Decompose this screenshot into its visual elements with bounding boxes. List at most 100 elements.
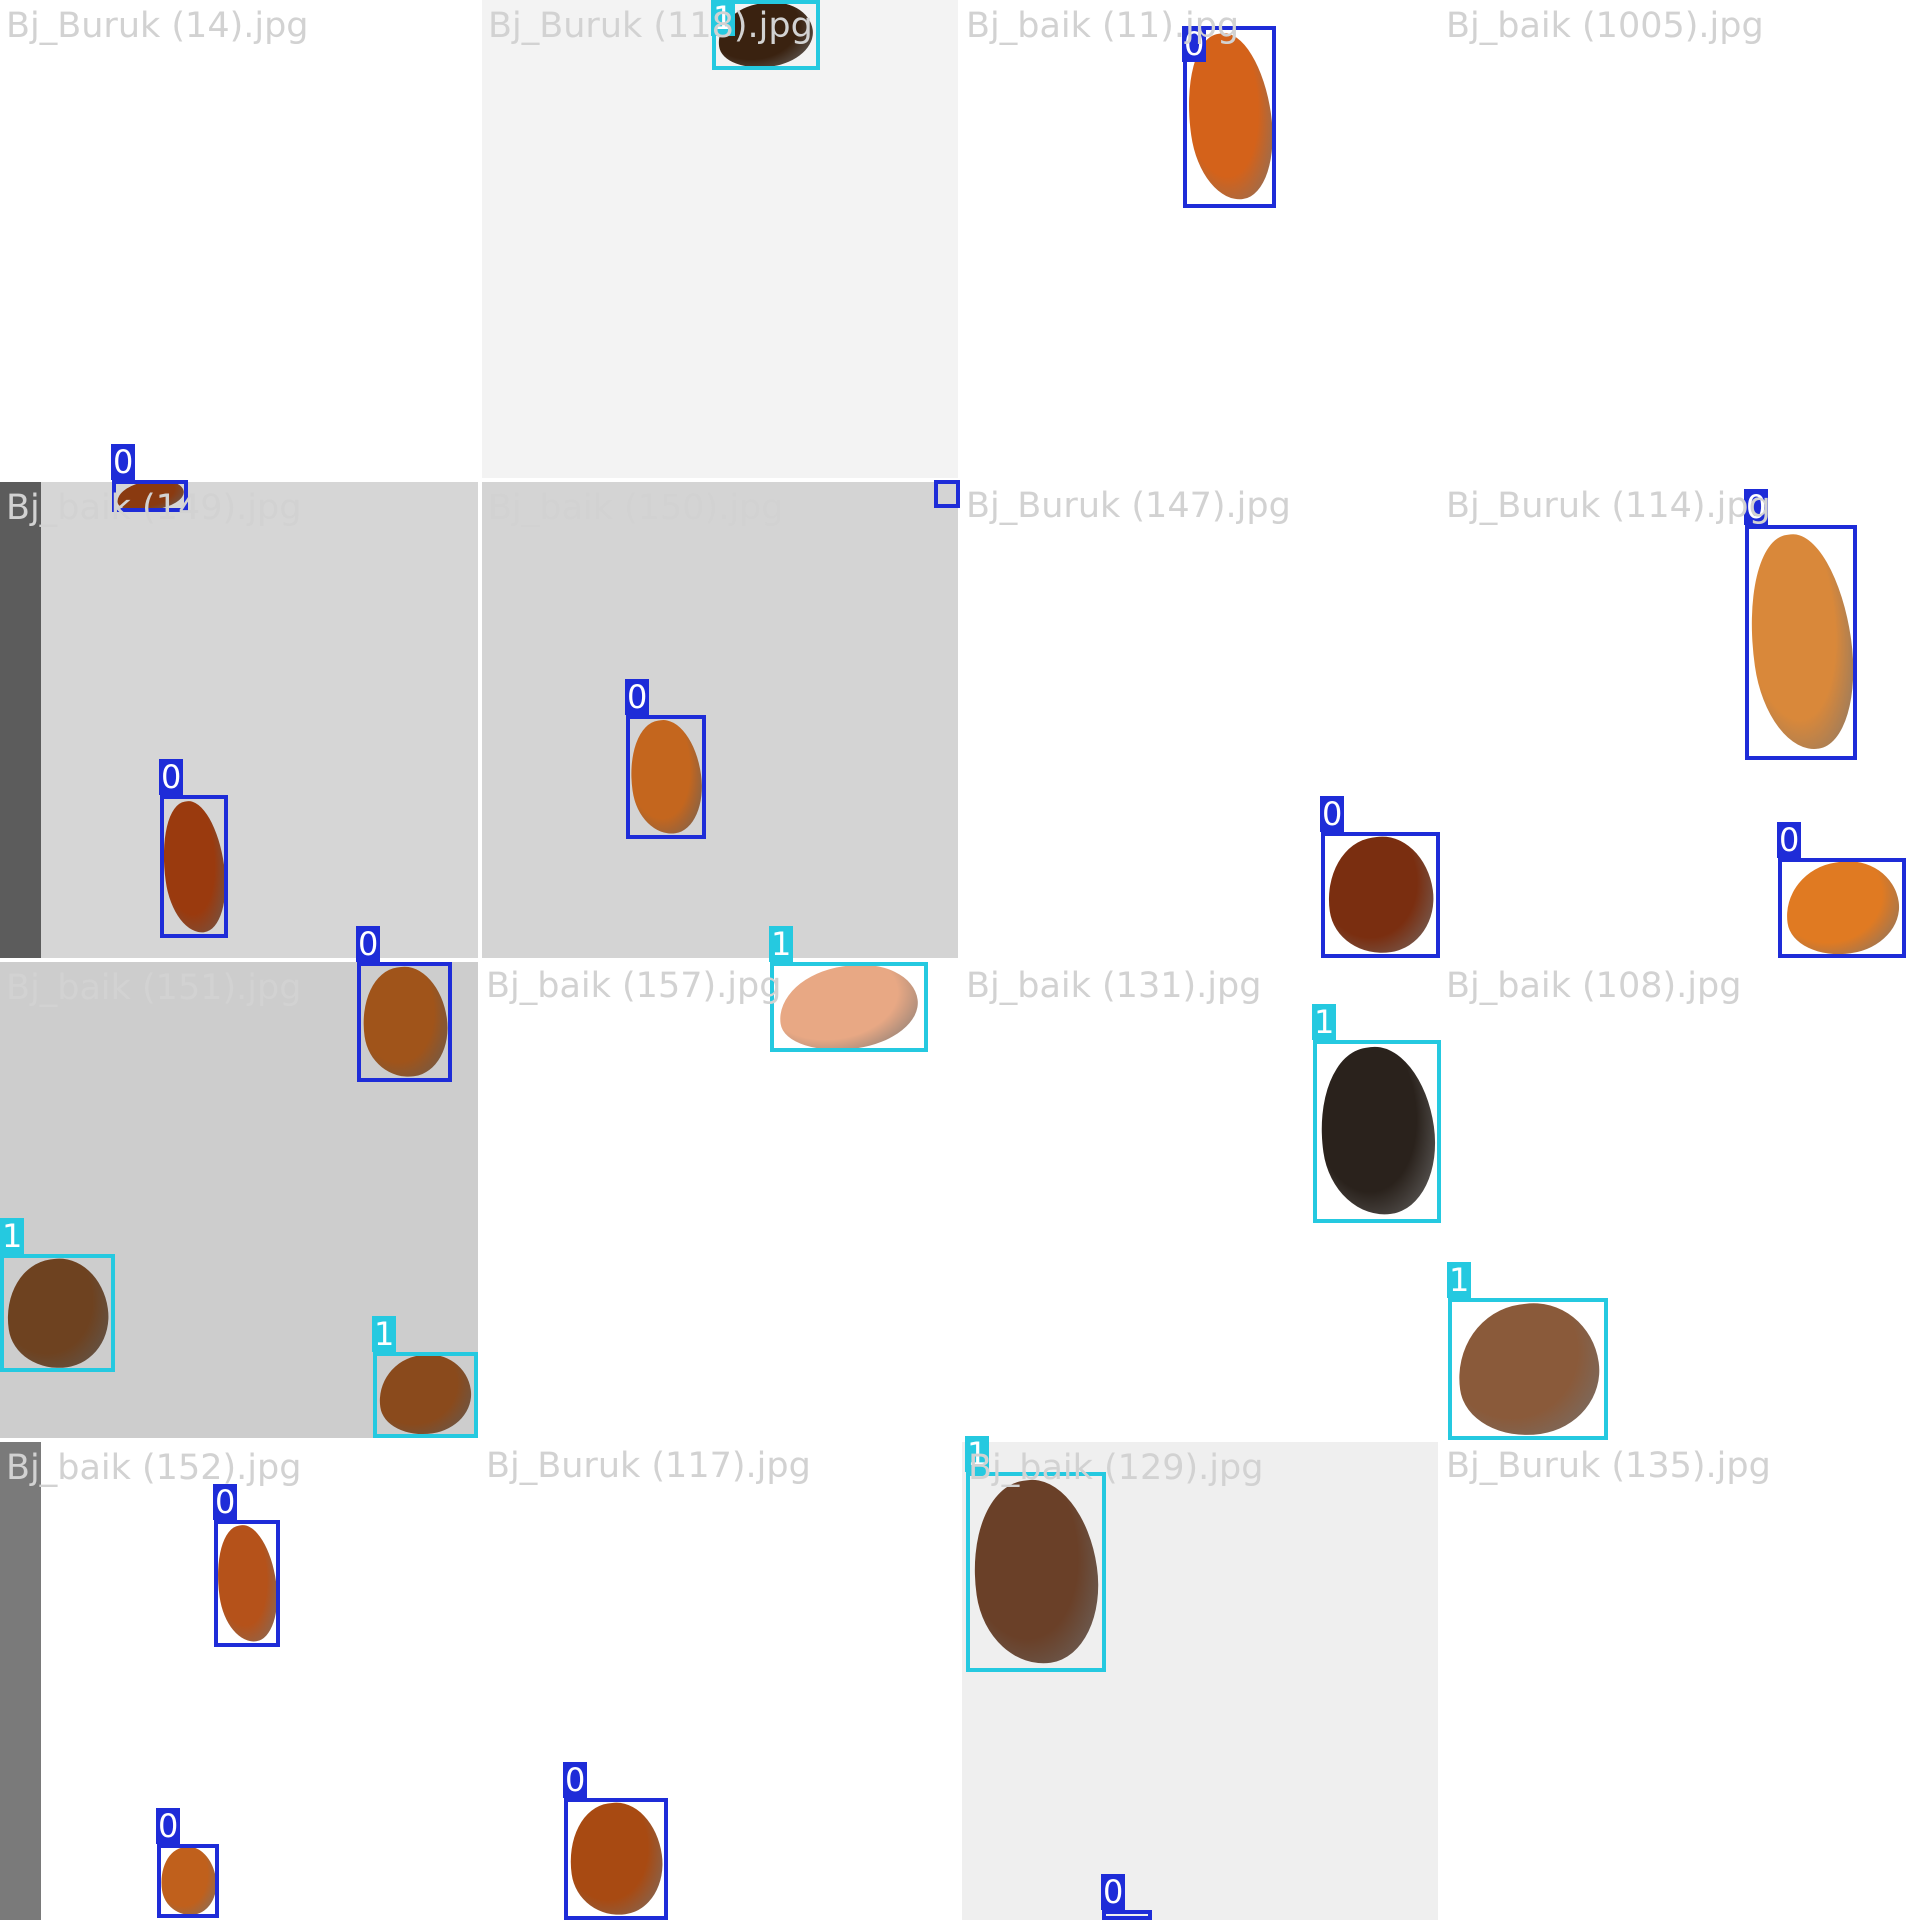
tile: Bj_baik (1005).jpg	[1440, 0, 1920, 480]
tile-filename: Bj_Buruk (14).jpg	[6, 6, 309, 46]
tile: Bj_Buruk (114).jpg 0 0	[1440, 480, 1920, 962]
tile-background	[0, 1442, 478, 1920]
tile-filename: Bj_baik (11).jpg	[966, 6, 1240, 46]
tile-background	[1440, 1440, 1920, 1920]
tile-filename: Bj_baik (108).jpg	[1446, 966, 1742, 1006]
class-label: 0	[1777, 821, 1802, 859]
bounding-box	[214, 1520, 280, 1647]
tile: Bj_Buruk (117).jpg 0	[480, 1440, 960, 1921]
tile: Bj_baik (150).jpg 0	[482, 482, 958, 958]
class-label: 0	[1744, 488, 1769, 526]
bounding-box	[1321, 832, 1440, 958]
class-label: 1	[769, 925, 794, 963]
detection: 0	[1777, 822, 1906, 962]
class-label: 1	[1312, 1003, 1337, 1041]
bounding-box	[626, 715, 706, 839]
tile: Bj_Buruk (14).jpg	[0, 0, 480, 480]
class-label: 1	[965, 1435, 990, 1473]
detection: 0	[111, 444, 188, 516]
bounding-box	[966, 1472, 1106, 1672]
detection: 0	[155, 759, 233, 938]
bounding-box	[1745, 525, 1857, 760]
tile: Bj_Buruk (135).jpg	[1440, 1440, 1920, 1920]
class-label: 0	[625, 678, 650, 716]
detection: 0	[355, 926, 454, 1083]
class-label: 0	[356, 925, 381, 963]
bounding-box	[160, 795, 228, 938]
detection: 0	[1101, 1874, 1152, 1920]
tile-filename: Bj_Buruk (118).jpg	[488, 6, 813, 46]
tile-filename: Bj_baik (150).jpg	[488, 488, 784, 528]
tile-filename: Bj_baik (1005).jpg	[1446, 6, 1764, 46]
tile-edge-strip	[0, 1442, 41, 1920]
tile-filename: Bj_Buruk (135).jpg	[1446, 1446, 1771, 1486]
bounding-box	[112, 480, 188, 512]
detection: 1	[1309, 1004, 1445, 1223]
bounding-box	[1183, 26, 1276, 208]
class-label: 0	[1182, 25, 1207, 63]
detection: 0	[210, 1484, 284, 1647]
class-label: 1	[711, 0, 736, 37]
bounding-box	[1778, 858, 1906, 958]
tile-filename: Bj_baik (149).jpg	[6, 488, 302, 528]
tile: Bj_baik (152).jpg 0 0	[0, 1442, 478, 1920]
tile-filename: Bj_baik (157).jpg	[486, 966, 782, 1006]
detection: 1	[962, 1436, 1110, 1672]
tile-filename: Bj_Buruk (147).jpg	[966, 486, 1291, 526]
class-label: 0	[156, 1807, 181, 1845]
tile-background	[0, 0, 480, 480]
detection: 1	[372, 1316, 478, 1441]
tile: Bj_baik (131).jpg 1	[960, 960, 1445, 1440]
bounding-box	[564, 1798, 668, 1920]
tile: Bj_baik (11).jpg 0	[960, 0, 1440, 480]
tile-background	[0, 482, 478, 958]
bounding-box	[373, 1352, 478, 1438]
bounding-box	[934, 480, 960, 508]
tile-background	[1440, 0, 1920, 480]
bounding-box	[770, 962, 928, 1052]
detection: 0	[562, 1762, 670, 1921]
detection: 1	[0, 1218, 116, 1374]
bounding-box	[1102, 1910, 1152, 1920]
class-label: 0	[1101, 1873, 1126, 1911]
class-label: 0	[1320, 795, 1345, 833]
class-label: 1	[1447, 1261, 1472, 1299]
bounding-box	[1313, 1040, 1441, 1223]
detection: 0	[156, 1808, 220, 1919]
tile-background	[480, 1440, 960, 1920]
tile: Bj_baik (157).jpg 1	[480, 926, 960, 1440]
tile-filename: Bj_baik (152).jpg	[6, 1448, 302, 1488]
detection: 1	[769, 926, 928, 1058]
detection: 1	[1447, 1262, 1608, 1444]
detection: 0	[1177, 25, 1282, 208]
detection: 0	[1737, 489, 1865, 760]
bounding-box	[0, 1254, 115, 1372]
bounding-box	[157, 1844, 219, 1918]
class-label: 1	[372, 1315, 397, 1353]
detection: 0	[1320, 796, 1441, 960]
tile-filename: Bj_Buruk (117).jpg	[486, 1446, 811, 1486]
tile: Bj_baik (149).jpg 0	[0, 482, 478, 958]
tile: Bj_Buruk (118).jpg 1	[482, 0, 958, 478]
tile-filename: Bj_baik (131).jpg	[966, 966, 1262, 1006]
tile: Bj_baik (108).jpg 1	[1440, 960, 1920, 1444]
tile-background	[482, 0, 958, 478]
bounding-box	[1448, 1298, 1608, 1440]
bounding-box	[357, 962, 452, 1082]
tile-filename: Bj_baik (151).jpg	[6, 968, 302, 1008]
tile-filename: Bj_baik (129).jpg	[968, 1448, 1264, 1488]
detection: 0	[623, 679, 709, 839]
tile-filename: Bj_Buruk (114).jpg	[1446, 486, 1771, 526]
detection: 1	[711, 0, 820, 74]
class-label: 0	[111, 443, 136, 481]
class-label: 1	[0, 1217, 25, 1255]
tile-background	[482, 482, 958, 958]
class-label: 0	[159, 758, 184, 796]
class-label: 0	[563, 1761, 588, 1799]
tile: Bj_baik (151).jpg 0 1 1	[0, 926, 478, 1441]
tile: Bj_Buruk (147).jpg 0	[960, 480, 1441, 960]
class-label: 0	[213, 1483, 238, 1521]
tile: Bj_baik (129).jpg 1 0	[962, 1436, 1438, 1920]
tile-edge-strip	[0, 482, 41, 958]
